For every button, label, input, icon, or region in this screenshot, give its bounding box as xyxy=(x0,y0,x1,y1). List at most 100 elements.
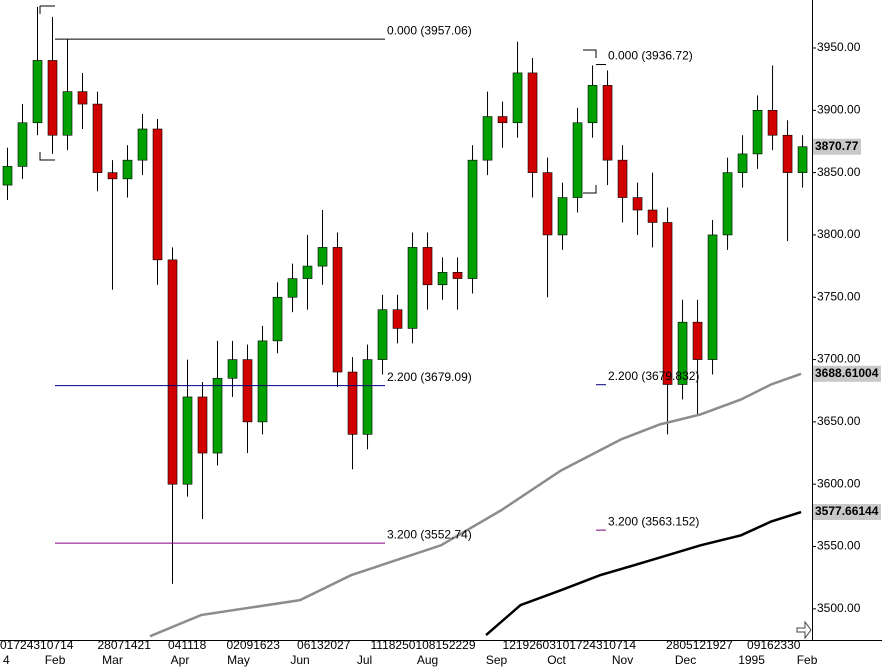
y-tick-label: 3800.00 xyxy=(817,227,861,241)
candle-body xyxy=(47,60,58,136)
candle-body xyxy=(557,197,568,236)
y-tick-label: 3900.00 xyxy=(817,102,861,116)
candle-body xyxy=(212,377,223,454)
candle-body xyxy=(482,116,493,161)
candle-body xyxy=(752,110,763,155)
candle-body xyxy=(647,209,658,223)
candle-body xyxy=(2,166,13,186)
x-tick-label: Sep xyxy=(486,653,508,667)
fib-label: 0.000 (3957.06) xyxy=(387,23,472,37)
last-value-label: 3688.61004 xyxy=(815,366,879,380)
y-tick-label: 3950.00 xyxy=(817,40,861,54)
y-tick-label: 3550.00 xyxy=(817,539,861,553)
candle-body xyxy=(467,159,478,279)
x-day-label: 01724310714 xyxy=(0,638,74,652)
candle-body xyxy=(182,396,193,485)
last-value-box xyxy=(813,365,881,382)
candle-body xyxy=(797,146,808,173)
x-tick-label: Dec xyxy=(675,653,696,667)
x-day-label: 12192603101724310714 xyxy=(503,638,637,652)
candle-body xyxy=(572,122,583,198)
candle-body xyxy=(632,197,643,211)
x-tick-label: Aug xyxy=(417,653,438,667)
candle-body xyxy=(347,371,358,435)
moving-average xyxy=(149,372,802,638)
y-tick-label: 3650.00 xyxy=(817,414,861,428)
fib-label: 3.200 (3552.74) xyxy=(387,527,472,541)
candle-body xyxy=(542,172,553,236)
x-tick-label: Feb xyxy=(45,653,66,667)
fib-label: 2.200 (3679.832) xyxy=(608,369,699,383)
candle-body xyxy=(422,247,433,286)
candle-body xyxy=(332,247,343,373)
candle-body xyxy=(602,85,613,161)
candle-body xyxy=(692,321,703,360)
last-price-box xyxy=(813,138,861,155)
candle-body xyxy=(497,116,508,124)
x-tick-label: Nov xyxy=(612,653,633,667)
bracket-b xyxy=(583,49,597,194)
last-value-label: 3577.66144 xyxy=(815,504,879,518)
fib-label: 3.200 (3563.152) xyxy=(608,514,699,528)
candle-body xyxy=(407,247,418,329)
y-tick-label: 3750.00 xyxy=(817,289,861,303)
candle-body xyxy=(167,259,178,485)
candle-body xyxy=(362,359,373,435)
candle-body xyxy=(317,247,328,267)
last-price-label: 3870.77 xyxy=(815,139,859,153)
candle-body xyxy=(62,91,73,136)
candle-body xyxy=(452,272,463,279)
y-tick-label: 3500.00 xyxy=(817,601,861,615)
scroll-icon xyxy=(796,620,812,640)
candle-body xyxy=(17,122,28,167)
candle-body xyxy=(257,340,268,423)
candle-body xyxy=(767,110,778,136)
candle-body xyxy=(617,159,628,198)
candle-body xyxy=(737,153,748,173)
x-tick-label: Jul xyxy=(357,653,372,667)
candle-body xyxy=(197,396,208,454)
candle-body xyxy=(137,128,148,161)
candle-body xyxy=(707,234,718,360)
x-tick-label: Apr xyxy=(171,653,190,667)
x-day-label: 2805121927 xyxy=(666,638,733,652)
candle-body xyxy=(722,172,733,236)
x-tick-label: 4 xyxy=(3,653,10,667)
candle-body xyxy=(377,309,388,360)
fib-label: 2.200 (3679.09) xyxy=(387,370,472,384)
moving-average xyxy=(485,510,802,636)
candle-body xyxy=(302,265,313,279)
x-day-label: 06132027 xyxy=(297,638,351,652)
y-tick-label: 3600.00 xyxy=(817,476,861,490)
candle-body xyxy=(32,60,43,124)
candle-body xyxy=(107,172,118,180)
candle-body xyxy=(392,309,403,329)
candle-body xyxy=(122,159,133,180)
candle-body xyxy=(152,128,163,261)
candle-body xyxy=(527,72,538,173)
y-tick-label: 3700.00 xyxy=(817,352,861,366)
candle-body xyxy=(662,222,673,385)
x-tick-label: 1995 xyxy=(738,653,765,667)
candle-body xyxy=(272,296,283,342)
candle-body xyxy=(437,272,448,286)
candle-body xyxy=(227,359,238,379)
candle-body xyxy=(512,72,523,124)
x-day-label: 28071421 xyxy=(98,638,152,652)
x-day-label: 02091623 xyxy=(227,638,281,652)
bracket-a xyxy=(39,5,55,161)
y-tick-label: 3850.00 xyxy=(817,165,861,179)
candle-body xyxy=(287,278,298,298)
x-tick-label: Jun xyxy=(290,653,309,667)
x-tick-label: May xyxy=(227,653,250,667)
candle-body xyxy=(587,85,598,124)
candle-body xyxy=(677,321,688,385)
candle-body xyxy=(782,134,793,173)
x-tick-label: Mar xyxy=(102,653,123,667)
x-tick-label: Oct xyxy=(547,653,566,667)
x-day-label: 1118250108152229 xyxy=(371,638,476,652)
x-tick-label: Feb xyxy=(797,653,818,667)
fib-label: 0.000 (3936.72) xyxy=(608,49,693,63)
